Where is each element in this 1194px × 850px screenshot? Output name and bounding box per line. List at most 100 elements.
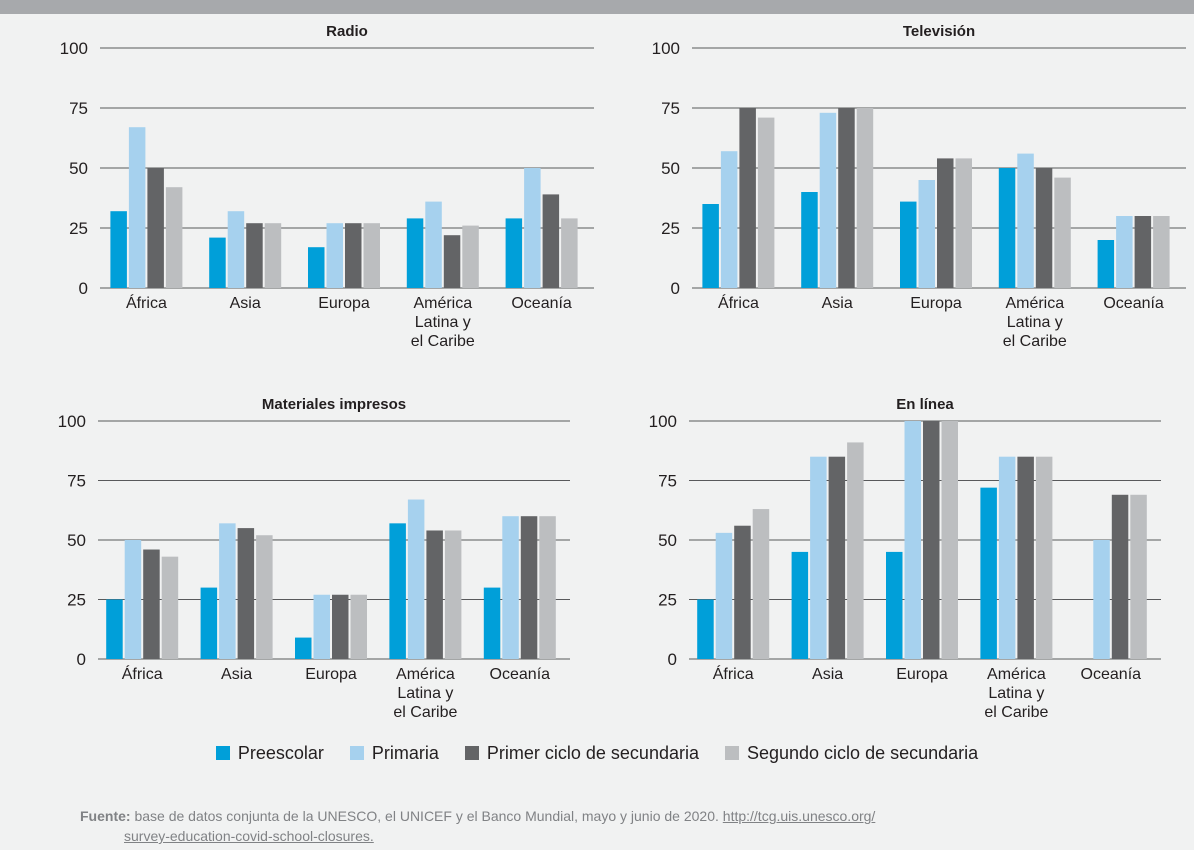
chart-en-linea: 0 25 50 75 100 En línea África Asia Europa Améric… [649, 396, 1161, 721]
bar-primaria-america [1017, 153, 1034, 288]
bar-primaria-oceania [502, 516, 519, 659]
bar-primer-ciclo-de-secundaria-europa [345, 223, 362, 288]
bar-primer-ciclo-de-secundaria-europa [937, 158, 954, 288]
y-tick-label: 75 [661, 99, 680, 118]
bar-segundo-ciclo-de-secundaria-africa [165, 187, 183, 288]
bar-preescolar-africa [702, 204, 719, 288]
top-bar [0, 0, 1194, 14]
y-tick-label: 75 [69, 99, 88, 118]
bar-segundo-ciclo-de-secundaria-oceania [1130, 494, 1147, 659]
source-link-continued[interactable]: survey-education-covid-school-closures. [124, 828, 374, 844]
x-tick-label: Europa [318, 295, 370, 312]
x-tick-label: Asia [221, 666, 252, 683]
bar-segundo-ciclo-de-secundaria-america [462, 225, 479, 288]
y-tick-label: 75 [658, 472, 677, 491]
y-tick-label: 75 [67, 472, 86, 491]
x-tick-label: América [396, 666, 455, 683]
bar-primaria-europa [313, 594, 330, 659]
bar-primer-ciclo-de-secundaria-oceania [1134, 216, 1152, 288]
bar-preescolar-europa [308, 247, 325, 288]
x-tick-label: Asia [230, 295, 261, 312]
bar-primer-ciclo-de-secundaria-oceania [542, 194, 560, 288]
x-tick-label: África [713, 664, 754, 683]
source-text: base de datos conjunta de la UNESCO, el … [134, 808, 719, 824]
bar-segundo-ciclo-de-secundaria-europa [363, 223, 380, 288]
source-link[interactable]: http://tcg.uis.unesco.org/ [722, 808, 876, 824]
chart-title: Materiales impresos [262, 396, 406, 413]
x-tick-label: Europa [305, 666, 357, 683]
x-tick-label: Asia [822, 295, 853, 312]
legend-item-primaria: Primaria [349, 742, 439, 764]
y-tick-label: 50 [658, 531, 677, 550]
bar-segundo-ciclo-de-secundaria-asia [256, 535, 273, 659]
y-tick-label: 50 [67, 531, 86, 550]
bar-primer-ciclo-de-secundaria-america [1017, 456, 1034, 659]
bar-primer-ciclo-de-secundaria-europa [923, 421, 940, 659]
legend-item-preescolar: Preescolar [215, 743, 324, 764]
bar-preescolar-europa [886, 551, 903, 659]
bar-primaria-oceania [524, 168, 541, 288]
bar-preescolar-oceania [483, 587, 501, 659]
bar-segundo-ciclo-de-secundaria-oceania [539, 516, 556, 659]
bar-primaria-africa [128, 127, 146, 288]
chart-television: 0 25 50 75 100 Televisión África Asia Europa Amér… [652, 23, 1186, 350]
bar-segundo-ciclo-de-secundaria-asia [264, 223, 282, 288]
y-tick-label: 50 [69, 159, 88, 178]
x-tick-label: Oceanía [511, 295, 572, 312]
legend-label: Primaria [371, 742, 439, 763]
x-tick-label: Europa [896, 666, 948, 683]
legend-swatch-preescolar [215, 746, 230, 760]
chart-materiales-impresos: 0 25 50 75 100 Materiales impresos África Asia E… [58, 396, 570, 721]
legend-swatch-segundo-ciclo [724, 746, 739, 760]
y-tick-label: 100 [652, 39, 680, 58]
x-tick-label: Oceanía [490, 666, 551, 683]
bar-primer-ciclo-de-secundaria-africa [734, 525, 751, 659]
bar-segundo-ciclo-de-secundaria-oceania [561, 218, 578, 288]
chart-title: Televisión [903, 23, 975, 40]
bar-primaria-europa [918, 180, 935, 288]
bar-preescolar-america [406, 218, 424, 288]
legend-swatch-primer-ciclo [464, 746, 479, 760]
y-tick-label: 25 [69, 219, 88, 238]
x-tick-label: el Caribe [1003, 333, 1067, 350]
bar-preescolar-africa [697, 599, 714, 659]
legend-item-segundo-ciclo: Segundo ciclo de secundaria [724, 743, 978, 764]
bar-preescolar-oceania [1097, 240, 1115, 288]
y-tick-label: 0 [77, 650, 86, 669]
x-tick-label: el Caribe [984, 704, 1048, 721]
bar-primer-ciclo-de-secundaria-africa [143, 549, 160, 659]
bar-preescolar-africa [106, 599, 123, 659]
bar-preescolar-africa [110, 211, 127, 288]
bar-primaria-america [998, 456, 1016, 659]
bar-primer-ciclo-de-secundaria-america [443, 235, 461, 288]
legend-item-primer-ciclo: Primer ciclo de secundaria [464, 743, 699, 764]
bar-segundo-ciclo-de-secundaria-europa [941, 421, 958, 659]
x-tick-label: África [122, 664, 163, 683]
bar-primer-ciclo-de-secundaria-asia [237, 528, 255, 659]
x-tick-label: América [413, 295, 472, 312]
bar-segundo-ciclo-de-secundaria-asia [847, 442, 864, 659]
y-tick-label: 100 [649, 412, 677, 431]
bar-primaria-africa [715, 532, 733, 659]
bar-primaria-asia [227, 211, 245, 288]
bar-segundo-ciclo-de-secundaria-europa [955, 158, 972, 288]
x-tick-label: Oceanía [1081, 666, 1142, 683]
bar-primaria-asia [819, 112, 837, 288]
bar-preescolar-asia [791, 551, 809, 659]
y-tick-label: 0 [668, 650, 677, 669]
bar-preescolar-america [998, 168, 1016, 288]
bar-primaria-asia [810, 456, 827, 659]
bar-primaria-oceania [1093, 540, 1110, 659]
source-note: Fuente: base de datos conjunta de la UNE… [80, 806, 1160, 846]
bar-primer-ciclo-de-secundaria-europa [332, 594, 349, 659]
bar-primer-ciclo-de-secundaria-oceania [1111, 494, 1129, 659]
bar-preescolar-asia [200, 587, 218, 659]
y-tick-label: 50 [661, 159, 680, 178]
x-tick-label: Latina y [397, 685, 453, 702]
y-tick-label: 100 [60, 39, 88, 58]
bar-primaria-europa [904, 421, 921, 659]
x-tick-label: América [1005, 295, 1064, 312]
x-tick-label: Asia [812, 666, 843, 683]
bar-primer-ciclo-de-secundaria-africa [147, 168, 164, 288]
bar-primaria-europa [326, 223, 343, 288]
